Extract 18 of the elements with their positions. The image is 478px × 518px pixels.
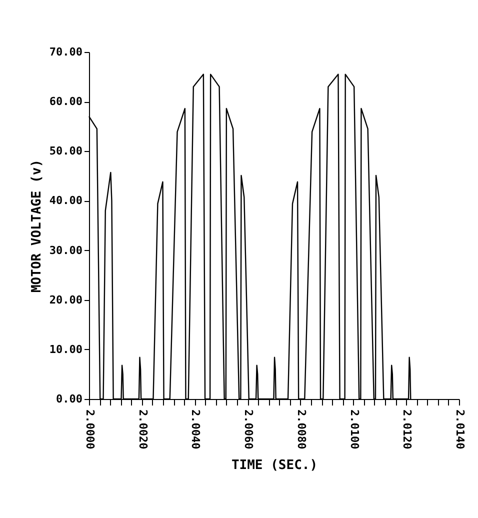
y-tick-label: 30.00 [49, 244, 82, 257]
x-tick-label: 2.0140 [454, 410, 466, 450]
x-tick-label: 2.0080 [294, 410, 308, 450]
y-tick-label: 70.00 [49, 46, 82, 58]
y-tick-label: 40.00 [49, 194, 82, 208]
x-tick-label: 2.0120 [400, 410, 414, 450]
x-tick-label: 2.0000 [84, 410, 96, 450]
x-tick-label: 2.0020 [136, 410, 150, 450]
x-tick-label: 2.0060 [242, 410, 256, 450]
y-tick-label: 60.00 [49, 95, 82, 108]
x-tick-label: 2.0040 [189, 410, 202, 450]
y-tick-label: 0.00 [56, 392, 82, 406]
y-tick-label: 10.00 [49, 342, 82, 356]
y-axis-title: MOTOR VOLTAGE (v) [29, 159, 44, 293]
y-tick-label: 50.00 [49, 144, 82, 158]
x-tick-label: 2.0100 [348, 410, 361, 450]
x-axis-title: TIME (SEC.) [231, 458, 318, 474]
y-tick-label: 20.00 [49, 293, 82, 306]
